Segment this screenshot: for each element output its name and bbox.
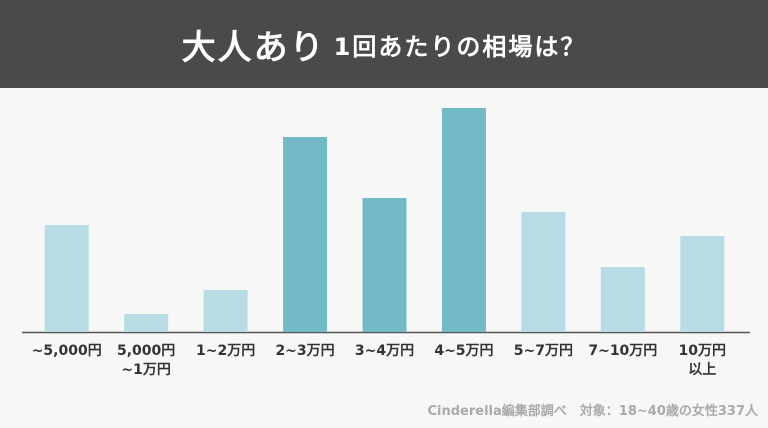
bar	[124, 314, 169, 332]
x-tick-label: 1~2万円	[196, 343, 256, 359]
source-note: Cinderella編集部調べ 対象：18~40歳の女性337人	[427, 404, 759, 419]
x-tick-label: 5,000円 ~1万円	[117, 343, 176, 378]
header: 大人あり 1回あたりの相場は？	[0, 0, 768, 88]
bar	[600, 267, 645, 332]
x-tick-label: 10万円 以上	[678, 343, 726, 378]
x-tick-label: 2~3万円	[275, 343, 335, 359]
x-tick-label: ~5,000円	[31, 343, 102, 359]
chart-subtitle: 1回あたりの相場は？	[333, 32, 587, 61]
bar	[283, 137, 328, 332]
x-tick-label: 3~4万円	[354, 343, 415, 359]
bar	[521, 212, 566, 332]
x-tick-label: 7~10万円	[588, 343, 658, 359]
bar	[44, 225, 89, 332]
x-tick-label: 4~5万円	[434, 343, 494, 359]
bar	[362, 198, 407, 332]
bar	[203, 290, 248, 332]
chart-title: 大人あり	[181, 27, 326, 68]
x-tick-label: 5~7万円	[513, 343, 573, 359]
bar	[441, 108, 486, 332]
bar	[680, 236, 725, 332]
